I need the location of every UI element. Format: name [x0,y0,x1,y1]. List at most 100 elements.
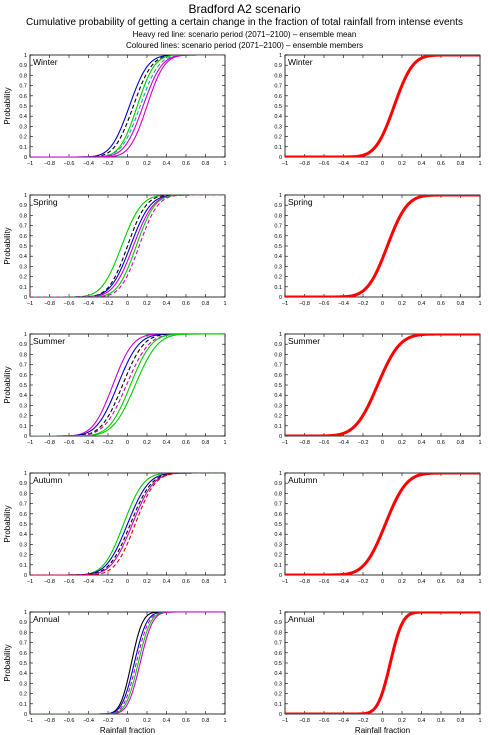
x-tick-label: 0 [126,440,129,446]
y-tick-label: 0 [24,573,27,579]
x-tick-label: 0 [381,440,384,446]
x-tick-label: 0.4 [163,301,171,307]
y-tick-label: 0.2 [19,692,27,698]
curves [285,195,480,297]
y-tick-label: 0.7 [274,502,282,508]
x-tick-label: 0 [381,718,384,724]
x-tick-label: −0.2 [103,301,114,307]
y-tick-label: 1 [24,193,27,199]
x-tick-label: −1 [27,440,33,446]
y-tick-label: 0.3 [274,403,282,409]
y-tick-label: 0.2 [274,135,282,141]
x-tick-label: 0.8 [457,718,465,724]
y-tick-label: 0.2 [274,414,282,420]
x-tick-label: 0.4 [163,579,171,585]
y-tick-label: 0.7 [19,224,27,230]
plot-area [284,611,481,715]
x-tick-label: −0.6 [319,718,330,724]
plot-area [284,194,481,298]
curves [30,195,225,297]
panel-spring-mean: −1 −0.8 −0.6 −0.4 −0.2 0 0.2 0.4 0.6 0.8 1 0 0.1 0.2 0… [274,193,481,307]
y-axis-label: Probability [3,87,12,124]
y-tick-label: 0 [24,155,27,161]
x-tick-label: 0.8 [202,440,210,446]
x-tick-label: 0.6 [182,301,190,307]
x-tick-label: −0.6 [319,161,330,167]
y-tick-label: 0.3 [19,403,27,409]
x-tick-label: −0.6 [319,301,330,307]
x-tick-label: −0.8 [299,440,310,446]
curves [30,473,225,575]
panel-autumn-members: −1 −0.8 −0.6 −0.4 −0.2 0 0.2 0.4 0.6 0.8 1 0 0.1 0.2 0… [3,471,227,585]
y-tick-label: 0.5 [274,522,282,528]
x-tick-label: −0.4 [83,718,94,724]
x-tick-label: 0.2 [398,579,406,585]
y-tick-label: 0.3 [19,681,27,687]
x-tick-label: 0.6 [437,440,445,446]
y-tick-label: 0.9 [19,620,27,626]
y-tick-label: 0.5 [274,244,282,250]
y-tick-label: 0.4 [19,671,27,677]
y-tick-label: 0 [24,712,27,718]
y-tick-label: 0 [279,155,282,161]
x-tick-label: −0.6 [64,579,75,585]
y-tick-label: 0.1 [274,424,282,430]
x-tick-label: −1 [27,301,33,307]
y-tick-label: 0 [279,712,282,718]
y-tick-label: 0.8 [19,491,27,497]
y-tick-label: 0.5 [274,104,282,110]
y-tick-label: 0.6 [19,234,27,240]
x-tick-label: −0.8 [44,161,55,167]
x-tick-label: 0.2 [143,718,151,724]
y-tick-label: 0.8 [19,213,27,219]
season-label: Annual [33,614,60,624]
y-tick-label: 0.7 [19,84,27,90]
member-curve [30,612,225,714]
y-tick-label: 0.4 [274,393,282,399]
y-tick-label: 0.1 [19,702,27,708]
member-curve [30,473,225,575]
y-tick-label: 0.5 [19,522,27,528]
panel-annual-mean: −1 −0.8 −0.6 −0.4 −0.2 0 0.2 0.4 0.6 0.8 1 0 0.1 0.2 0… [274,610,481,735]
member-curve [30,612,225,714]
y-tick-label: 0.8 [19,352,27,358]
x-tick-label: 0 [381,161,384,167]
x-tick-label: 0.4 [418,440,426,446]
x-tick-label: 0.8 [457,579,465,585]
x-tick-label: 0.4 [163,718,171,724]
x-tick-label: 0.6 [182,718,190,724]
x-tick-label: 0 [126,579,129,585]
x-tick-label: 0.8 [202,161,210,167]
curves [30,334,225,436]
y-tick-label: 1 [24,53,27,59]
x-tick-label: 1 [478,579,481,585]
season-label: Autumn [288,475,318,485]
y-tick-label: 0.5 [19,661,27,667]
x-tick-label: −0.6 [64,440,75,446]
x-tick-label: 0.8 [202,579,210,585]
x-tick-label: −0.2 [358,579,369,585]
y-tick-label: 0.9 [274,203,282,209]
curves [30,612,225,714]
x-tick-label: −0.8 [299,718,310,724]
y-tick-label: 0.1 [274,563,282,569]
x-tick-label: −1 [27,718,33,724]
y-tick-label: 0.5 [19,244,27,250]
y-tick-label: 0.6 [274,651,282,657]
x-tick-label: 1 [223,718,226,724]
y-tick-label: 0.6 [274,512,282,518]
y-tick-label: 1 [24,332,27,338]
x-tick-label: 0 [381,579,384,585]
x-tick-label: −0.6 [64,718,75,724]
season-label: Summer [288,336,320,346]
member-curve [30,55,225,157]
y-tick-label: 0.5 [274,383,282,389]
x-axis-label: Rainfall fraction [100,726,155,735]
x-tick-label: −0.4 [83,579,94,585]
member-curve [30,334,225,436]
member-curve [30,195,225,297]
plot-area [29,611,226,715]
y-tick-label: 0.9 [274,342,282,348]
y-tick-label: 0.4 [19,393,27,399]
y-tick-label: 0.7 [19,502,27,508]
